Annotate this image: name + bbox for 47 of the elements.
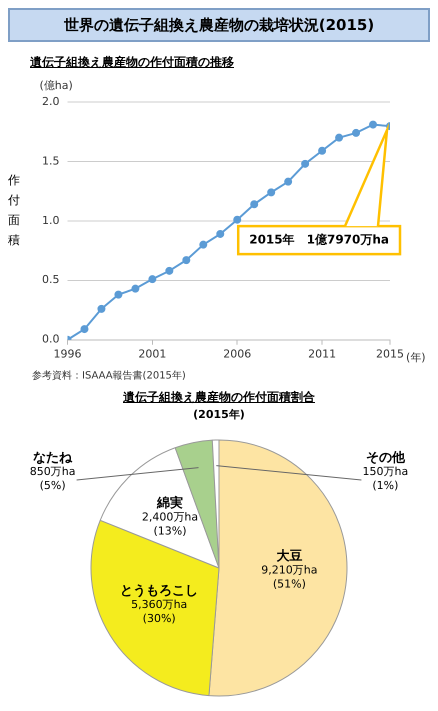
point bbox=[97, 304, 106, 313]
slice-label: なたね bbox=[33, 450, 74, 466]
y-tick-label: 1.5 bbox=[42, 154, 60, 168]
point bbox=[80, 325, 88, 334]
x-tick-label: 2015 bbox=[376, 347, 404, 360]
point bbox=[182, 256, 190, 264]
data-label: 850万ha (5%) bbox=[30, 464, 76, 492]
slice-label: その他 bbox=[366, 450, 406, 466]
x-tick-label: 1996 bbox=[53, 347, 82, 360]
point bbox=[233, 216, 242, 224]
y-tick-label: 0.5 bbox=[42, 273, 60, 286]
point bbox=[318, 146, 326, 155]
point bbox=[267, 188, 276, 196]
slice-label: 綿実 bbox=[156, 494, 184, 511]
x-tick-label: 2006 bbox=[223, 347, 252, 360]
data-label: 5,360万ha (30%) bbox=[131, 598, 188, 625]
x-tick-label: 2011 bbox=[308, 347, 336, 360]
annotation: 2015年 1億7970万ha bbox=[249, 232, 390, 246]
point bbox=[216, 230, 224, 238]
y-axis-title: 作付面積 bbox=[8, 172, 21, 249]
slice-label: 大豆 bbox=[276, 549, 302, 564]
point bbox=[284, 178, 292, 186]
slice-label: とうもろこし bbox=[120, 583, 198, 598]
chart-subtitle: (2015年) bbox=[192, 407, 246, 422]
point bbox=[369, 120, 378, 129]
data-label: 2,400万ha (13%) bbox=[142, 510, 198, 538]
chart-subtitle: 遺伝子組換え農産物の作付面積の推移 bbox=[30, 54, 234, 71]
point bbox=[114, 290, 122, 299]
data-label: 9,210万ha (51%) bbox=[261, 564, 318, 591]
point bbox=[335, 134, 344, 142]
point bbox=[148, 275, 156, 284]
point bbox=[165, 266, 174, 275]
data-label: 150万ha (1%) bbox=[362, 464, 408, 492]
chart-title: 世界の遺伝子組換え農産物の栽培状況(2015) bbox=[8, 8, 430, 42]
point bbox=[352, 128, 360, 137]
y-tick-label: 0.0 bbox=[42, 332, 60, 346]
y-tick-label: 1.0 bbox=[42, 214, 60, 227]
text: 参考資料：ISAAA報告書(2015年) bbox=[32, 370, 186, 382]
x-tick-label: 2001 bbox=[138, 347, 166, 360]
point bbox=[199, 240, 208, 249]
text: (年) bbox=[406, 350, 426, 364]
point bbox=[301, 160, 310, 168]
text: (億ha) bbox=[39, 78, 73, 92]
chart-title: 遺伝子組換え農産物の作付面積割合 bbox=[122, 389, 316, 406]
point bbox=[250, 200, 258, 208]
y-tick-label: 2.0 bbox=[42, 94, 60, 108]
point bbox=[131, 284, 140, 293]
